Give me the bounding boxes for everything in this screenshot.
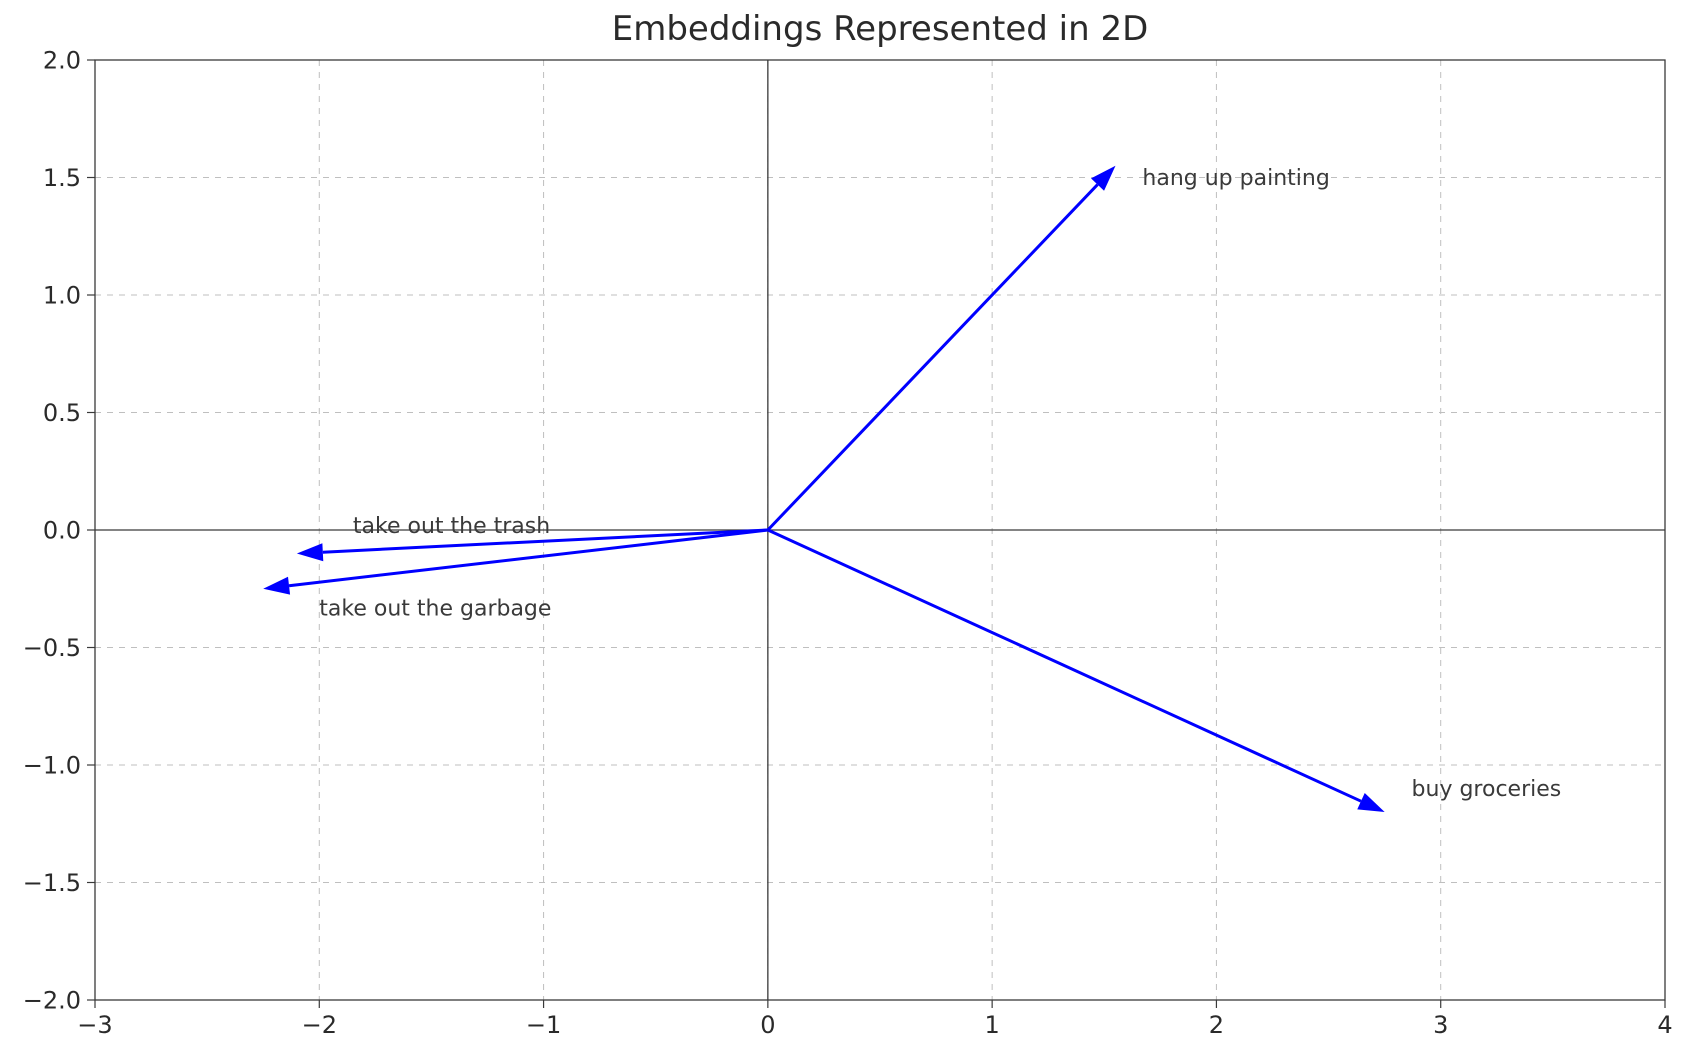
y-tick-label: −1.0 [23, 751, 81, 779]
y-tick-label: 1.0 [43, 281, 81, 309]
vector-label: buy groceries [1412, 777, 1562, 802]
y-tick-label: −0.5 [23, 634, 81, 662]
vector-label: take out the trash [353, 514, 550, 539]
y-tick-label: 2.0 [43, 46, 81, 74]
y-tick-label: −2.0 [23, 986, 81, 1014]
embeddings-vector-chart: −3 −2 −1 0 1 2 3 4 −2.0 −1.5 −1.0 −0.5 0.0 0.5 1.0 1.5 2… [0, 0, 1691, 1057]
x-tick-label: −1 [526, 1011, 561, 1039]
x-tick-label: −3 [77, 1011, 112, 1039]
chart-title: Embeddings Represented in 2D [612, 9, 1149, 49]
x-tick-label: 1 [985, 1011, 1000, 1039]
x-tick-label: −2 [302, 1011, 337, 1039]
x-tick-label: 3 [1433, 1011, 1448, 1039]
y-tick-label: 0.0 [43, 516, 81, 544]
x-tick-label: 2 [1209, 1011, 1224, 1039]
vector-label: take out the garbage [319, 596, 551, 621]
y-tick-label: 1.5 [43, 164, 81, 192]
y-tick-label: 0.5 [43, 399, 81, 427]
vector-label: hang up painting [1142, 166, 1329, 191]
y-tick-label: −1.5 [23, 869, 81, 897]
x-tick-label: 0 [760, 1011, 775, 1039]
x-tick-label: 4 [1657, 1011, 1672, 1039]
